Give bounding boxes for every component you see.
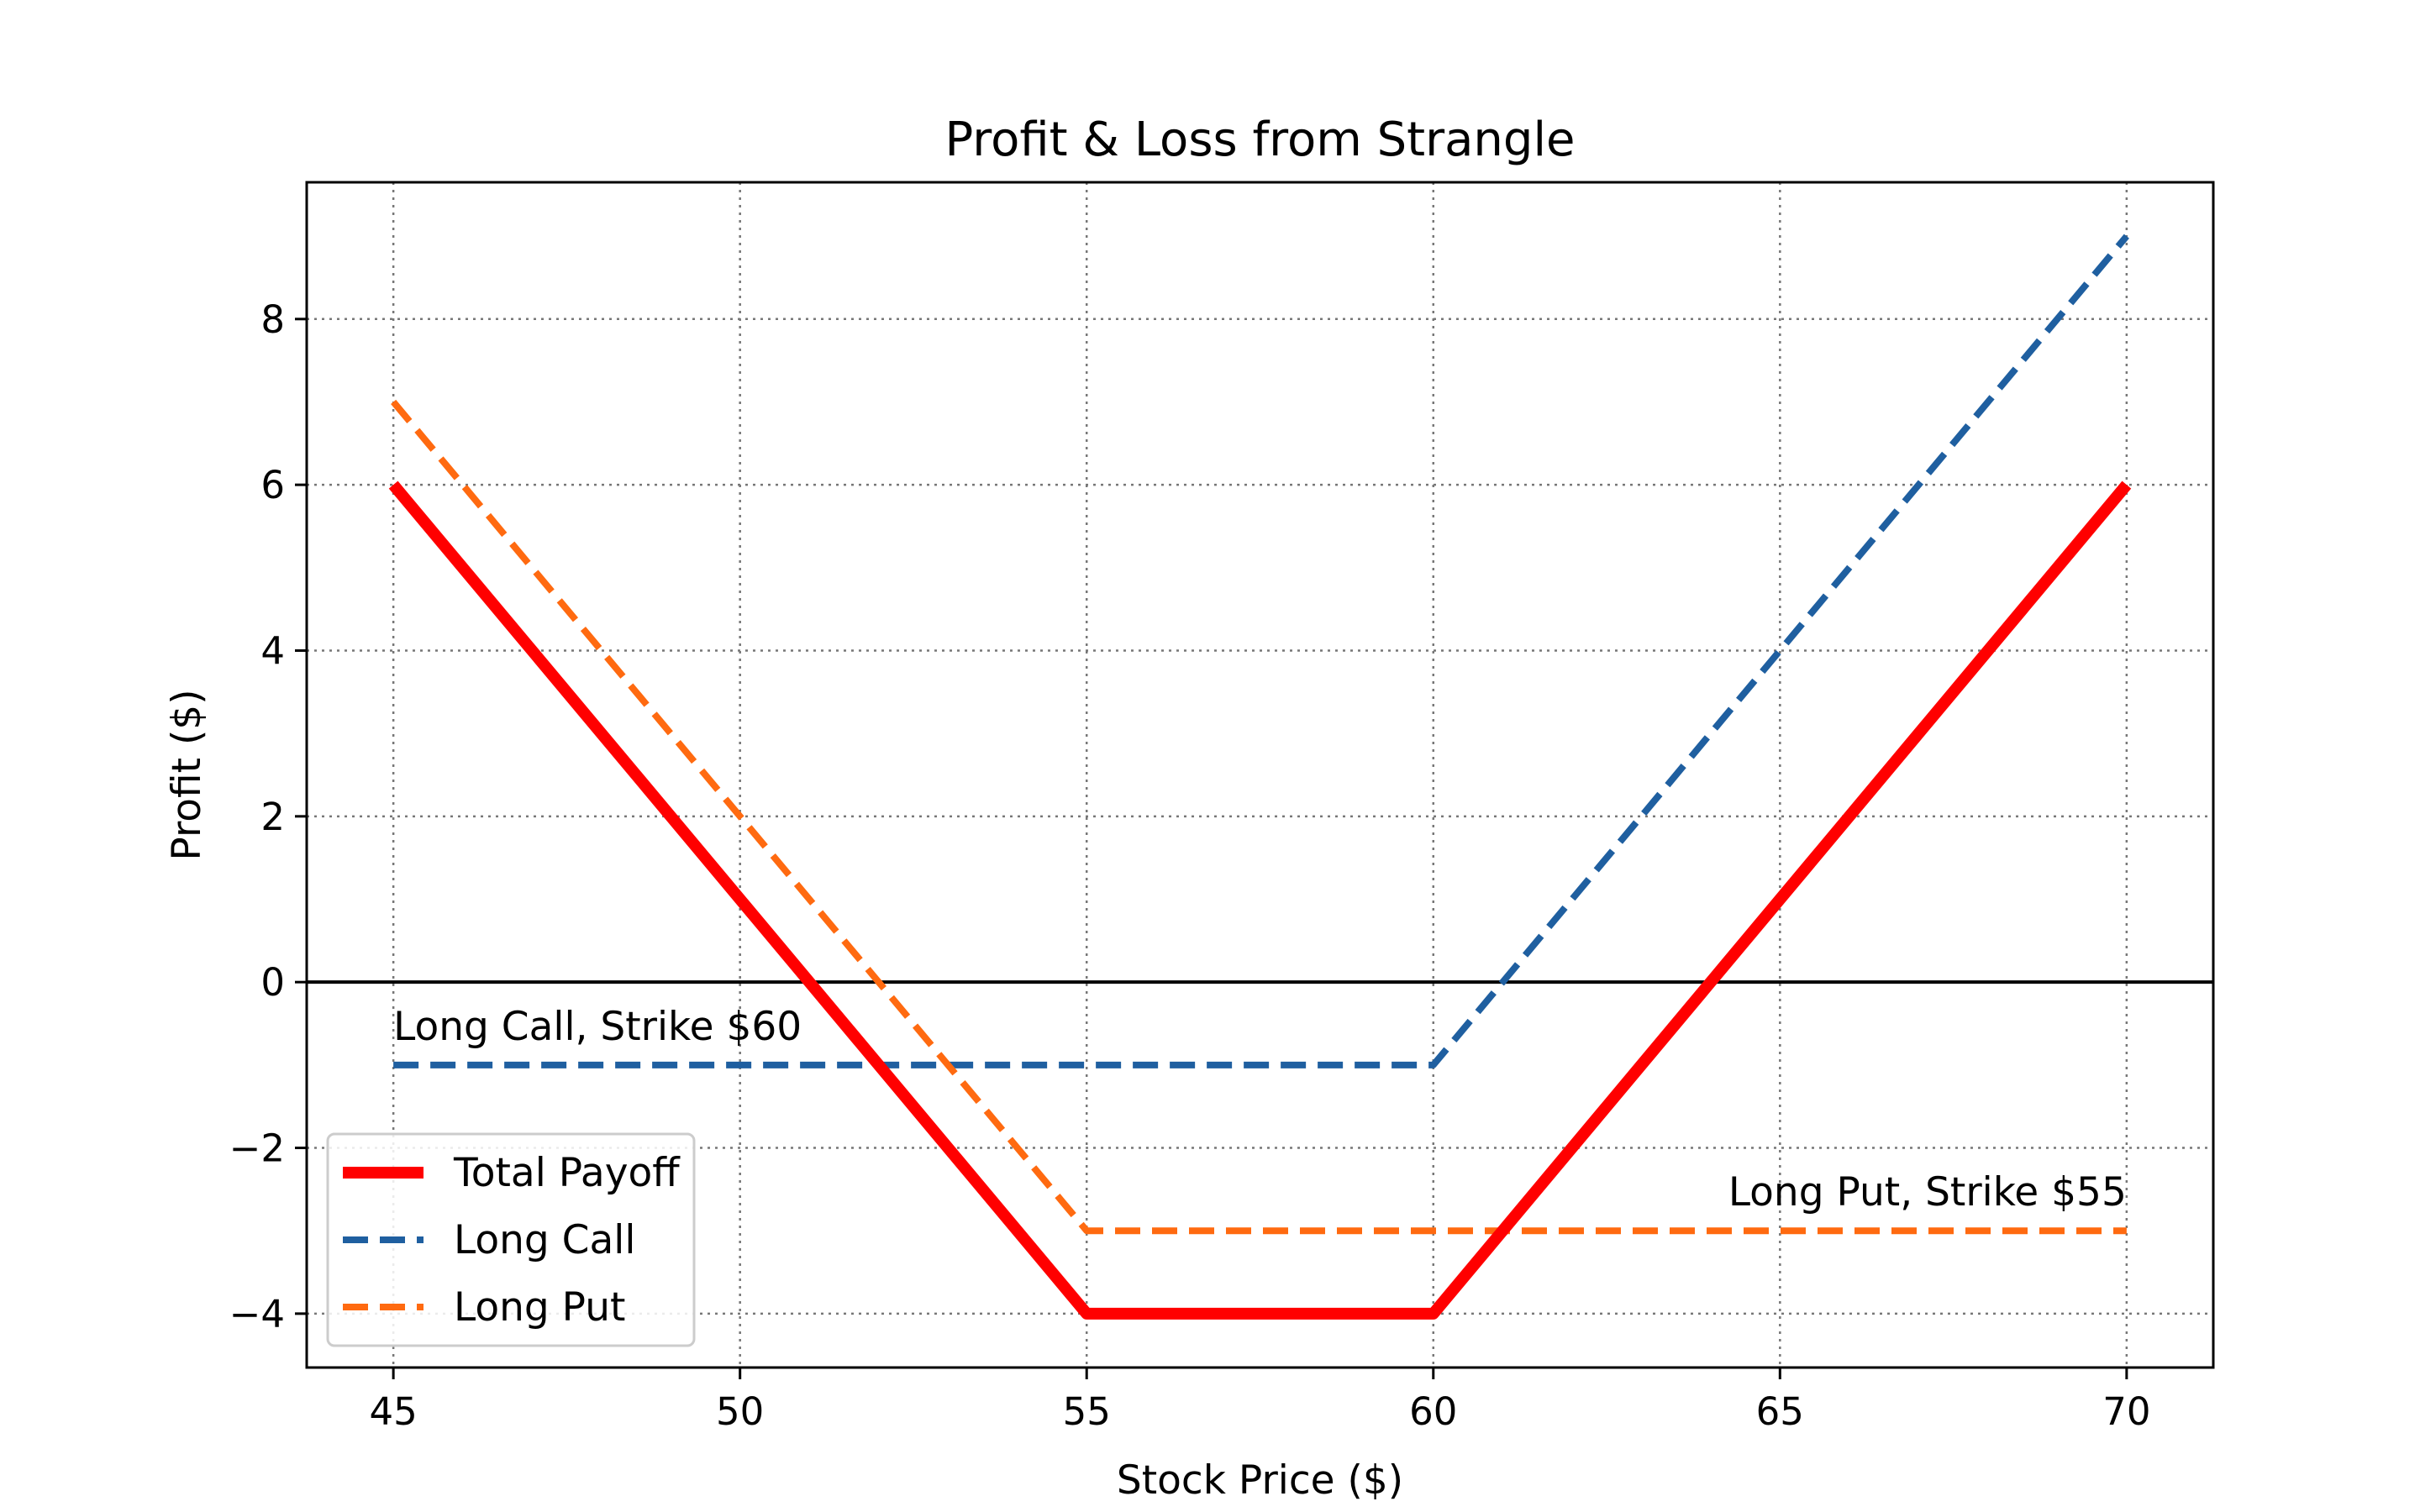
plot-area-frame xyxy=(305,181,2215,1369)
chart-title: Profit & Loss from Strangle xyxy=(945,113,1576,167)
legend-label: Long Put xyxy=(454,1284,625,1331)
x-tick-label: 55 xyxy=(1063,1389,1111,1434)
annotation-label: Long Call, Strike $60 xyxy=(393,1004,802,1050)
annotations: Long Call, Strike $60 Long Put, Strike $5… xyxy=(393,1004,2127,1215)
legend-box xyxy=(326,1132,696,1347)
x-tick-label: 60 xyxy=(1409,1389,1457,1434)
y-tick-label: 4 xyxy=(260,628,285,673)
x-tick-label: 65 xyxy=(1756,1389,1804,1434)
y-axis-label: Profit ($) xyxy=(164,689,210,860)
y-tick-label: −2 xyxy=(229,1126,285,1171)
y-tick-label: 8 xyxy=(260,297,285,342)
x-tick-label: 50 xyxy=(716,1389,764,1434)
x-axis-label: Stock Price ($) xyxy=(1117,1457,1403,1504)
y-tick-label: 0 xyxy=(260,960,285,1005)
y-tick-label: 6 xyxy=(260,463,285,507)
legend-label: Long Call xyxy=(454,1217,635,1263)
ticks: 45 50 55 60 65 70 −4 −2 0 2 4 6 8 xyxy=(229,297,2151,1434)
annotation-label: Long Put, Strike $55 xyxy=(1728,1169,2127,1215)
series-line-long-put xyxy=(391,399,2127,1235)
series-layer xyxy=(388,234,2132,1320)
y-tick-label: −4 xyxy=(229,1292,285,1336)
series-line-long-call xyxy=(393,234,2129,1068)
y-tick-label: 2 xyxy=(260,795,285,839)
legend: Total Payoff Long Call Long Put xyxy=(326,1132,696,1347)
legend-label: Total Payoff xyxy=(453,1150,681,1196)
series-line-total-payoff xyxy=(388,480,2132,1320)
x-tick-label: 45 xyxy=(370,1389,418,1434)
x-tick-label: 70 xyxy=(2102,1389,2150,1434)
